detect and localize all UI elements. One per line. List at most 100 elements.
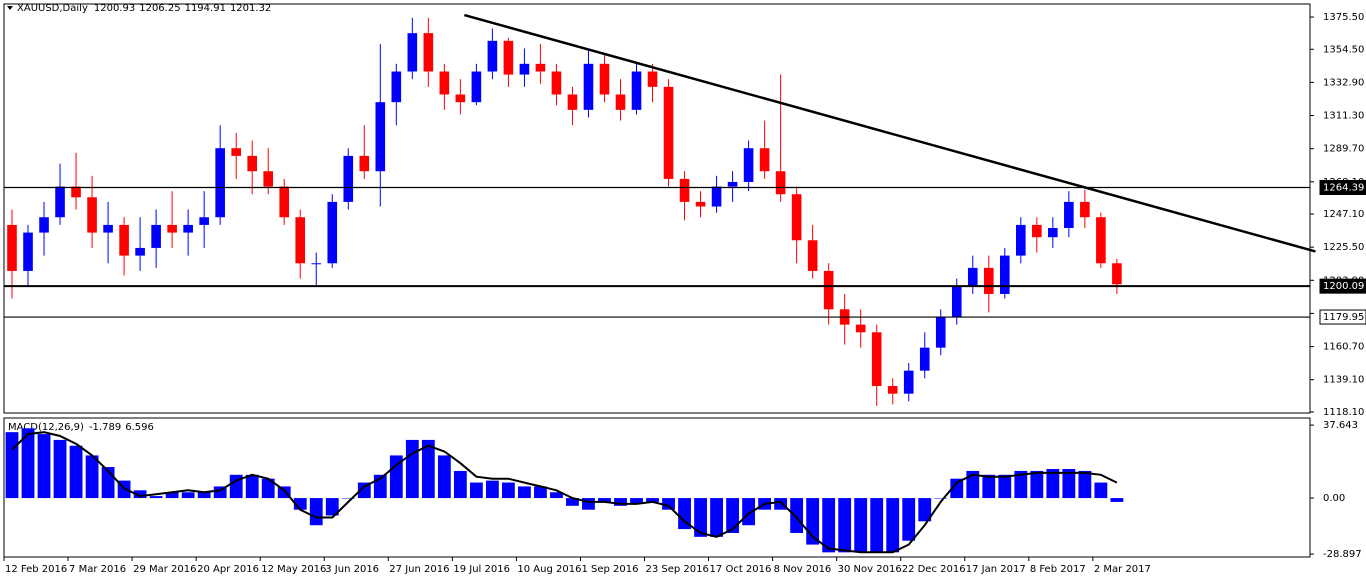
histogram-bar <box>838 498 852 553</box>
histogram-bar <box>902 498 916 541</box>
candle-body <box>279 186 290 218</box>
candle-body <box>135 247 145 256</box>
candle-body <box>439 71 450 95</box>
histogram-bar <box>501 482 515 499</box>
histogram-bar <box>261 478 275 499</box>
histogram-bar <box>1030 470 1044 499</box>
candle-body <box>983 267 994 294</box>
candle-body <box>791 194 802 241</box>
header-value: 1206.25 <box>139 3 180 14</box>
histogram-bar <box>213 486 227 499</box>
x-tick-label: 17 Oct 2016 <box>710 564 772 575</box>
candle-body <box>231 148 241 156</box>
y-tick-label: 1375.50 <box>1323 12 1364 23</box>
histogram-bar <box>165 492 179 499</box>
trendline <box>464 13 1316 253</box>
candle-body <box>903 370 914 394</box>
candle-body <box>871 332 882 386</box>
candle-body <box>1096 217 1106 264</box>
level-label-box <box>1319 278 1366 294</box>
histogram-bar <box>245 474 259 499</box>
histogram-bar <box>790 498 804 533</box>
x-tick-label: 7 Mar 2016 <box>69 564 126 575</box>
histogram-bar <box>5 432 19 499</box>
candle-body <box>711 186 722 207</box>
candle-body <box>39 217 49 233</box>
histogram-bar <box>1078 470 1092 499</box>
histogram-bar <box>389 455 403 499</box>
candle-body <box>455 94 466 103</box>
histogram-bar <box>950 478 964 499</box>
histogram-bar <box>277 486 291 499</box>
histogram-bar <box>598 498 611 502</box>
level-label: 1179.95 <box>1323 312 1364 323</box>
level-label: 1200.09 <box>1323 281 1364 292</box>
histogram-bar <box>630 498 643 504</box>
signal-line <box>11 431 1118 554</box>
candle-body <box>327 201 338 264</box>
histogram-bar <box>1110 498 1124 502</box>
histogram-bar <box>518 486 531 499</box>
histogram-bar <box>405 439 419 499</box>
histogram-bar <box>966 470 980 499</box>
histogram-bar <box>774 498 788 510</box>
candle-body <box>167 224 177 233</box>
x-tick-label: 8 Nov 2016 <box>774 564 832 575</box>
candle-body <box>119 224 129 256</box>
candle-body <box>199 217 209 225</box>
candle-body <box>951 286 962 317</box>
y-tick-label: -28.897 <box>1323 549 1362 560</box>
candle-body <box>999 255 1010 294</box>
candle-body <box>743 148 754 182</box>
histogram-bar <box>293 498 307 510</box>
level-label-box <box>1319 179 1366 195</box>
y-tick-label: 1247.10 <box>1323 209 1364 220</box>
candle-body <box>23 232 33 271</box>
histogram-bar <box>453 470 467 499</box>
candle-body <box>343 155 354 202</box>
x-tick-label: 30 Nov 2016 <box>838 564 902 575</box>
histogram-bar <box>566 498 579 506</box>
macd-title: MACD(12,26,9) <box>8 422 84 433</box>
histogram-bar <box>149 496 163 499</box>
candle-body <box>519 63 530 75</box>
candle-body <box>695 201 706 207</box>
price-panel <box>3 3 1311 414</box>
candle-body <box>55 186 65 218</box>
candle-body <box>87 197 97 233</box>
y-tick-label: 37.643 <box>1323 420 1358 431</box>
candle-body <box>535 63 546 72</box>
histogram-bar <box>1062 468 1076 499</box>
histogram-bar <box>582 498 595 510</box>
level-label-box <box>1319 309 1366 325</box>
histogram-bar <box>678 498 691 530</box>
candle-body <box>599 63 610 95</box>
candle-body <box>775 171 786 195</box>
x-tick-label: 3 Jun 2016 <box>325 564 379 575</box>
candle-body <box>679 178 690 202</box>
candle-body <box>727 181 738 187</box>
histogram-bar <box>469 482 483 499</box>
x-tick-label: 20 Apr 2016 <box>197 564 259 575</box>
histogram-bar <box>710 498 723 537</box>
histogram-bar <box>982 474 996 499</box>
histogram-bar <box>1014 470 1028 499</box>
x-tick-label: 19 Jul 2016 <box>453 564 510 575</box>
histogram-bar <box>229 474 243 499</box>
histogram-bar <box>421 439 435 499</box>
histogram-bar <box>550 492 563 499</box>
x-tick-label: 10 Aug 2016 <box>517 564 581 575</box>
candle-body <box>375 102 386 172</box>
y-tick-label: 1225.50 <box>1323 242 1364 253</box>
x-tick-label: 12 May 2016 <box>261 564 326 575</box>
histogram-bar <box>325 498 339 516</box>
candle-body <box>935 316 946 348</box>
candle-body <box>631 71 642 110</box>
histogram-bar <box>85 455 99 499</box>
macd-value: 6.596 <box>125 422 154 433</box>
histogram-bar <box>309 498 323 526</box>
candle-body <box>887 385 898 394</box>
candle-body <box>359 155 370 172</box>
header-value: 1201.32 <box>230 3 271 14</box>
